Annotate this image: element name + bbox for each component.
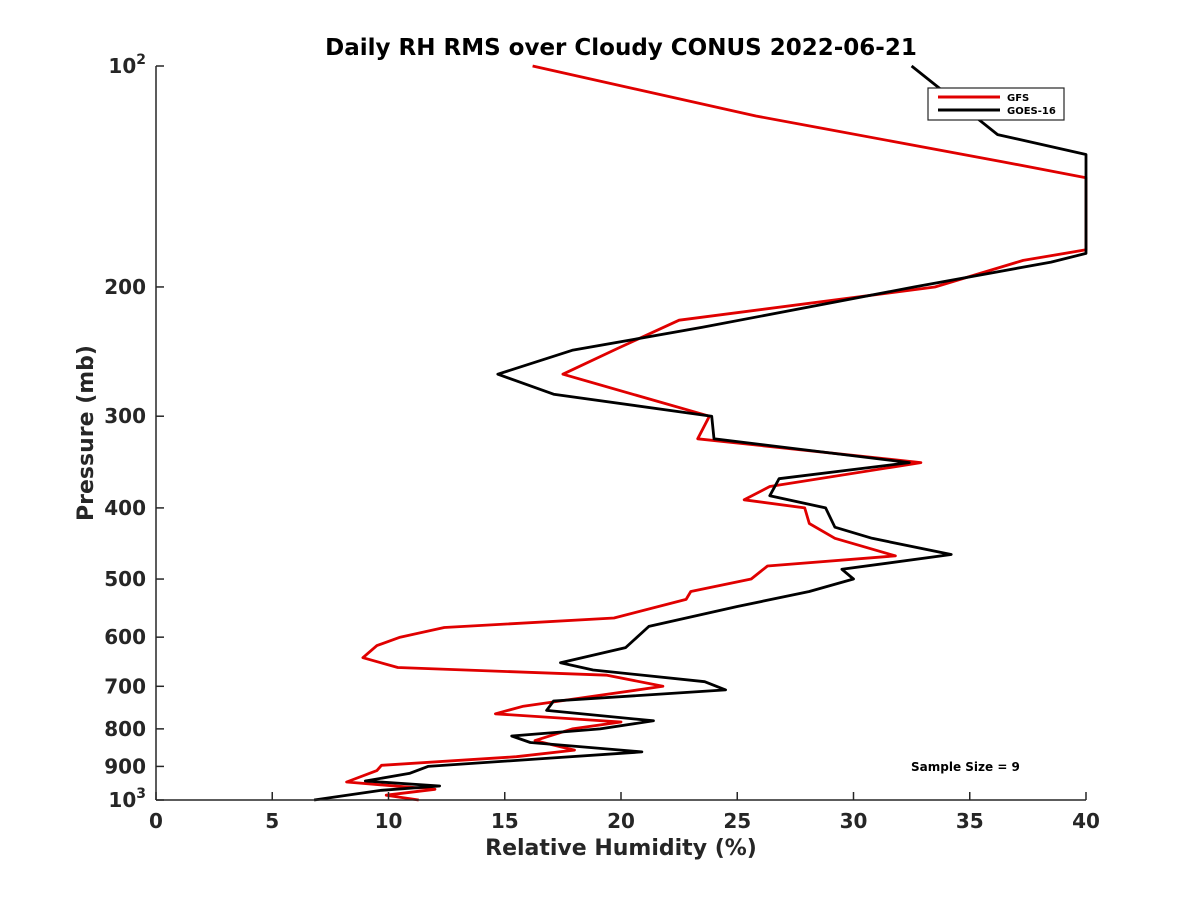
series-line-gfs	[345, 64, 1088, 802]
x-tick-label: 20	[607, 809, 635, 833]
x-tick-label: 5	[265, 809, 279, 833]
plot-background	[156, 66, 1086, 800]
y-tick-label: 900	[104, 754, 146, 778]
series-line-goes16	[313, 64, 1088, 802]
x-tick-label: 30	[840, 809, 868, 833]
y-tick-label: 200	[104, 275, 146, 299]
x-tick-label: 10	[375, 809, 403, 833]
x-tick-label: 0	[149, 809, 163, 833]
y-tick-label: 800	[104, 717, 146, 741]
y-tick-label: 600	[104, 625, 146, 649]
x-tick-label: 40	[1072, 809, 1100, 833]
y-tick-label: 102	[108, 52, 146, 78]
x-tick-label: 25	[723, 809, 751, 833]
y-axis-title: Pressure (mb)	[74, 345, 99, 521]
x-tick-label: 15	[491, 809, 519, 833]
y-axis-ticks: 102 200 300 400 500 600 700 800 900 103	[104, 52, 164, 812]
legend-label-goes16: GOES-16	[1007, 106, 1056, 117]
legend-label-gfs: GFS	[1007, 93, 1029, 104]
legend-box	[927, 87, 1065, 121]
y-tick-label: 500	[104, 567, 146, 591]
x-tick-label: 35	[956, 809, 984, 833]
plot-area: 0 5 10 15 20 25 30 35 40 102 200 300 400 500 600 700 80…	[104, 52, 1100, 833]
series-layer	[313, 64, 1088, 802]
legend: GFS GOES-16	[927, 87, 1065, 121]
x-axis-title: Relative Humidity (%)	[485, 836, 757, 861]
x-axis-ticks: 0 5 10 15 20 25 30 35 40	[149, 792, 1100, 833]
y-tick-label: 400	[104, 496, 146, 520]
y-tick-label: 103	[108, 786, 146, 812]
y-tick-label: 300	[104, 404, 146, 428]
sample-size-annotation: Sample Size = 9	[911, 760, 1020, 774]
chart-title: Daily RH RMS over Cloudy CONUS 2022-06-2…	[325, 35, 917, 61]
y-tick-label: 700	[104, 674, 146, 698]
